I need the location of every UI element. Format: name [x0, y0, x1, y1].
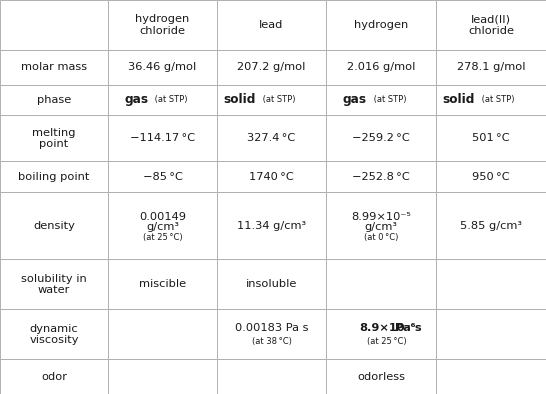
Bar: [217, 162, 326, 192]
Bar: [217, 50, 326, 85]
Bar: [108, 192, 217, 260]
Bar: [0, 50, 108, 85]
Bar: [217, 192, 326, 260]
Text: 950 °C: 950 °C: [472, 172, 510, 182]
Bar: [436, 359, 546, 394]
Text: 5.85 g/cm³: 5.85 g/cm³: [460, 221, 522, 231]
Text: 2.016 g/mol: 2.016 g/mol: [347, 62, 415, 72]
Bar: [326, 162, 436, 192]
Text: 8.9×10⁻⁶: 8.9×10⁻⁶: [359, 323, 416, 333]
Bar: [108, 0, 217, 50]
Text: phase: phase: [37, 95, 71, 105]
Text: (at 25 °C): (at 25 °C): [367, 336, 407, 346]
Text: density: density: [33, 221, 75, 231]
Bar: [217, 359, 326, 394]
Bar: [108, 359, 217, 394]
Bar: [326, 0, 436, 50]
Text: dynamic
viscosity: dynamic viscosity: [29, 323, 79, 345]
Bar: [326, 50, 436, 85]
Bar: [436, 85, 546, 115]
Text: solubility in
water: solubility in water: [21, 274, 87, 295]
Bar: [108, 162, 217, 192]
Text: g/cm³: g/cm³: [146, 222, 179, 232]
Text: hydrogen: hydrogen: [354, 20, 408, 30]
Bar: [108, 50, 217, 85]
Bar: [326, 115, 436, 162]
Bar: [0, 85, 108, 115]
Bar: [436, 260, 546, 309]
Text: 11.34 g/cm³: 11.34 g/cm³: [237, 221, 306, 231]
Text: odorless: odorless: [357, 372, 405, 382]
Text: (at STP): (at STP): [152, 95, 188, 104]
Text: (at STP): (at STP): [371, 95, 407, 104]
Text: Pa s: Pa s: [395, 323, 422, 333]
Bar: [436, 115, 546, 162]
Bar: [436, 162, 546, 192]
Text: odor: odor: [41, 372, 67, 382]
Text: (at 25 °C): (at 25 °C): [143, 233, 182, 242]
Bar: [0, 309, 108, 359]
Text: 501 °C: 501 °C: [472, 134, 510, 143]
Text: melting
point: melting point: [32, 128, 76, 149]
Text: solid: solid: [223, 93, 256, 106]
Bar: [0, 162, 108, 192]
Bar: [436, 309, 546, 359]
Bar: [108, 260, 217, 309]
Text: −85 °C: −85 °C: [143, 172, 182, 182]
Bar: [326, 309, 436, 359]
Bar: [217, 260, 326, 309]
Text: (at STP): (at STP): [479, 95, 514, 104]
Text: insoluble: insoluble: [246, 279, 297, 290]
Bar: [108, 309, 217, 359]
Bar: [217, 0, 326, 50]
Text: −252.8 °C: −252.8 °C: [352, 172, 410, 182]
Bar: [436, 50, 546, 85]
Text: g/cm³: g/cm³: [365, 222, 397, 232]
Text: gas: gas: [124, 93, 149, 106]
Bar: [326, 359, 436, 394]
Text: solid: solid: [443, 93, 475, 106]
Text: −114.17 °C: −114.17 °C: [130, 134, 195, 143]
Text: boiling point: boiling point: [19, 172, 90, 182]
Text: lead(II)
chloride: lead(II) chloride: [468, 14, 514, 36]
Text: 8.99×10⁻⁵: 8.99×10⁻⁵: [351, 212, 411, 222]
Bar: [436, 192, 546, 260]
Bar: [0, 359, 108, 394]
Bar: [217, 115, 326, 162]
Bar: [326, 85, 436, 115]
Bar: [0, 192, 108, 260]
Text: molar mass: molar mass: [21, 62, 87, 72]
Text: (at 38 °C): (at 38 °C): [252, 336, 292, 346]
Text: 207.2 g/mol: 207.2 g/mol: [238, 62, 306, 72]
Text: 1740 °C: 1740 °C: [249, 172, 294, 182]
Bar: [0, 115, 108, 162]
Text: hydrogen
chloride: hydrogen chloride: [135, 14, 189, 36]
Bar: [326, 260, 436, 309]
Bar: [326, 192, 436, 260]
Text: (at 0 °C): (at 0 °C): [364, 233, 398, 242]
Text: 278.1 g/mol: 278.1 g/mol: [457, 62, 525, 72]
Bar: [0, 260, 108, 309]
Text: 0.00149: 0.00149: [139, 212, 186, 222]
Bar: [108, 115, 217, 162]
Text: miscible: miscible: [139, 279, 186, 290]
Bar: [217, 85, 326, 115]
Text: −259.2 °C: −259.2 °C: [352, 134, 410, 143]
Text: lead: lead: [259, 20, 284, 30]
Text: gas: gas: [343, 93, 367, 106]
Text: 36.46 g/mol: 36.46 g/mol: [128, 62, 197, 72]
Text: 0.00183 Pa s: 0.00183 Pa s: [235, 323, 308, 333]
Text: (at STP): (at STP): [259, 95, 295, 104]
Bar: [217, 309, 326, 359]
Bar: [108, 85, 217, 115]
Bar: [436, 0, 546, 50]
Text: 327.4 °C: 327.4 °C: [247, 134, 295, 143]
Bar: [0, 0, 108, 50]
